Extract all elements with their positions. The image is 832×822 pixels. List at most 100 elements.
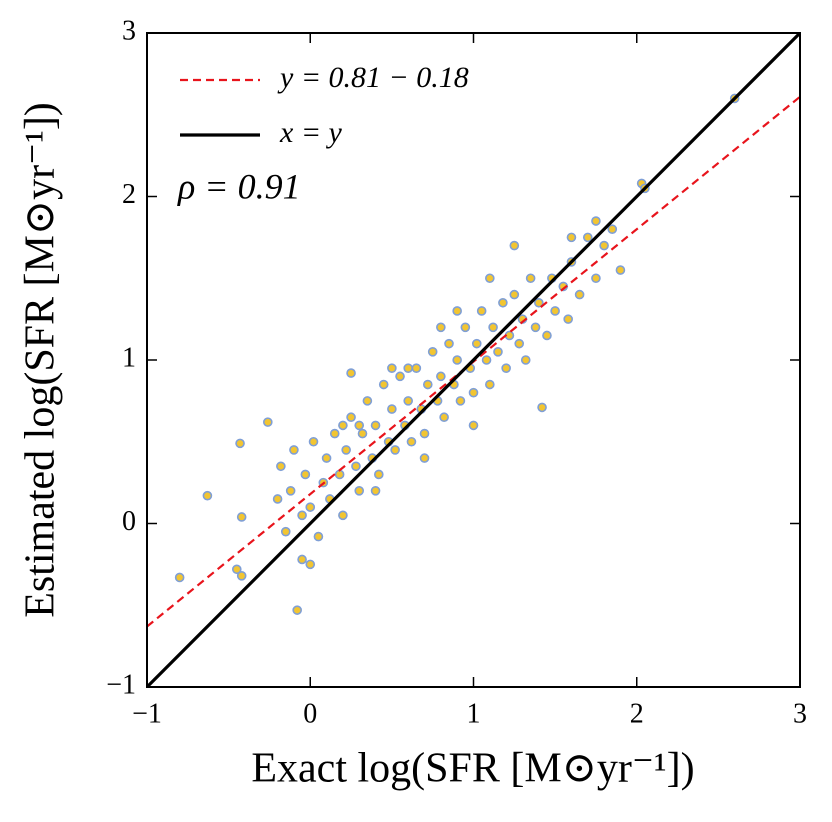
point bbox=[501, 363, 511, 373]
point bbox=[607, 224, 618, 234]
point bbox=[550, 306, 560, 316]
point bbox=[533, 297, 544, 308]
point bbox=[236, 512, 247, 522]
y-tick-label: 1 bbox=[122, 342, 136, 373]
point bbox=[334, 469, 345, 480]
point bbox=[509, 240, 520, 251]
point bbox=[468, 420, 479, 431]
point bbox=[485, 379, 495, 390]
x-tick-label: −1 bbox=[132, 698, 162, 729]
point bbox=[305, 559, 316, 570]
point bbox=[615, 265, 626, 275]
point bbox=[308, 436, 319, 447]
point bbox=[305, 502, 316, 512]
point bbox=[542, 330, 552, 341]
y-axis-label: Estimated log(SFR [M⊙yr⁻¹]) bbox=[18, 102, 64, 618]
point bbox=[530, 322, 541, 333]
point bbox=[313, 531, 324, 542]
point bbox=[455, 396, 466, 406]
point bbox=[406, 436, 417, 447]
point bbox=[436, 371, 446, 382]
point bbox=[395, 371, 405, 382]
point bbox=[285, 485, 296, 496]
point bbox=[276, 461, 286, 472]
point bbox=[338, 420, 348, 431]
plot-frame bbox=[146, 32, 801, 688]
point bbox=[354, 485, 365, 496]
point bbox=[231, 564, 242, 575]
point bbox=[280, 526, 291, 537]
point bbox=[346, 368, 356, 378]
point bbox=[493, 347, 503, 357]
point bbox=[452, 306, 462, 316]
point bbox=[419, 453, 430, 463]
y-tick-label: 2 bbox=[122, 179, 136, 210]
point bbox=[411, 363, 422, 373]
point bbox=[481, 355, 492, 365]
point bbox=[591, 273, 601, 284]
point bbox=[498, 297, 508, 308]
point bbox=[354, 420, 365, 431]
point bbox=[374, 469, 384, 480]
x-tick-label: 1 bbox=[467, 698, 481, 729]
point bbox=[329, 428, 340, 439]
point bbox=[272, 494, 283, 504]
line bbox=[147, 33, 800, 687]
y-tick-label: 0 bbox=[122, 506, 136, 537]
point bbox=[289, 445, 299, 455]
point bbox=[537, 402, 547, 413]
point bbox=[346, 412, 356, 423]
y-tick-label: 3 bbox=[122, 15, 136, 46]
point bbox=[488, 322, 498, 333]
point bbox=[236, 571, 247, 581]
x-tick-label: 0 bbox=[303, 698, 317, 729]
point bbox=[292, 605, 302, 615]
point bbox=[444, 338, 454, 349]
point bbox=[235, 438, 245, 449]
point bbox=[370, 420, 381, 431]
point bbox=[403, 363, 414, 373]
point bbox=[574, 289, 585, 300]
point bbox=[341, 445, 351, 455]
point bbox=[525, 273, 536, 284]
point bbox=[485, 273, 495, 284]
point bbox=[422, 379, 433, 390]
point bbox=[436, 322, 446, 333]
point bbox=[599, 240, 609, 251]
point bbox=[468, 387, 479, 398]
point bbox=[514, 338, 525, 349]
point bbox=[390, 445, 400, 455]
point bbox=[362, 396, 373, 406]
point bbox=[202, 490, 213, 501]
point bbox=[471, 338, 482, 349]
point bbox=[591, 216, 601, 226]
point bbox=[476, 306, 487, 316]
point bbox=[460, 322, 471, 333]
point bbox=[321, 453, 332, 463]
point bbox=[370, 485, 381, 496]
point bbox=[509, 289, 520, 300]
point bbox=[566, 232, 577, 243]
point bbox=[300, 469, 311, 480]
point bbox=[357, 428, 368, 439]
point bbox=[297, 554, 307, 565]
point bbox=[427, 347, 438, 357]
x-axis-label: Exact log(SFR [M⊙yr⁻¹]) bbox=[251, 746, 694, 792]
point bbox=[403, 396, 414, 406]
y-tick-label: −1 bbox=[106, 669, 136, 700]
point bbox=[338, 510, 348, 521]
x-tick-label: 2 bbox=[630, 698, 644, 729]
legend-label: y = 0.81 − 0.18 bbox=[277, 61, 469, 94]
point bbox=[387, 404, 397, 414]
point bbox=[378, 379, 389, 390]
point bbox=[452, 355, 462, 365]
point bbox=[387, 363, 397, 373]
legend-label: x = y bbox=[279, 116, 343, 149]
point bbox=[297, 510, 307, 521]
point bbox=[582, 232, 593, 243]
point bbox=[419, 428, 430, 439]
point bbox=[174, 572, 185, 583]
point bbox=[351, 461, 361, 472]
point bbox=[563, 314, 573, 324]
